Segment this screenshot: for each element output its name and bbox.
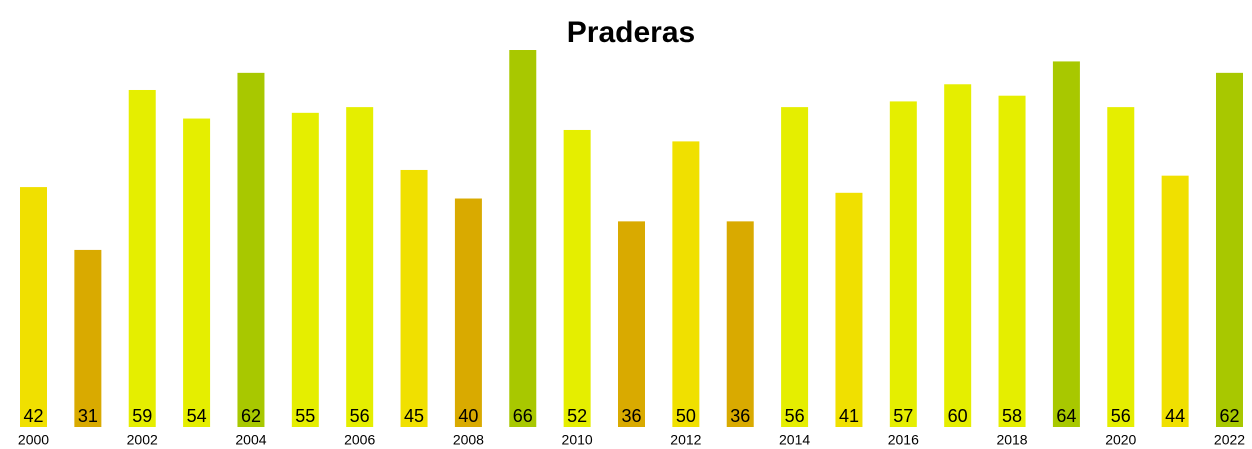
value-label: 64 — [1056, 406, 1076, 426]
bar — [835, 192, 863, 427]
bar — [237, 72, 265, 428]
value-label: 56 — [785, 406, 805, 426]
x-tick-label: 2012 — [670, 432, 701, 448]
value-label: 52 — [567, 406, 587, 426]
value-label: 36 — [730, 406, 750, 426]
bar — [346, 107, 374, 427]
value-label: 42 — [23, 406, 43, 426]
bar — [672, 141, 700, 428]
bar — [998, 95, 1026, 428]
bar — [944, 84, 972, 427]
value-label: 56 — [350, 406, 370, 426]
value-label: 62 — [241, 406, 261, 426]
x-tick-label: 2020 — [1105, 432, 1136, 448]
bar — [20, 187, 47, 427]
value-label: 54 — [187, 406, 207, 426]
value-label: 66 — [513, 406, 533, 426]
value-label: 36 — [621, 406, 641, 426]
x-tick-label: 2014 — [779, 432, 810, 448]
x-tick-label: 2008 — [453, 432, 484, 448]
value-label: 40 — [458, 406, 478, 426]
value-label: 31 — [78, 406, 98, 426]
value-label: 44 — [1165, 406, 1185, 426]
bar — [1161, 175, 1189, 427]
bar — [726, 221, 754, 427]
bar — [1107, 107, 1135, 427]
x-tick-label: 2018 — [996, 432, 1027, 448]
value-label: 55 — [295, 406, 315, 426]
value-label: 45 — [404, 406, 424, 426]
x-tick-label: 2004 — [235, 432, 266, 448]
bar — [1216, 72, 1243, 428]
value-label: 58 — [1002, 406, 1022, 426]
bar — [128, 89, 156, 427]
x-tick-label: 2000 — [18, 432, 49, 448]
bar — [400, 169, 428, 428]
bar — [509, 50, 537, 427]
value-label: 62 — [1219, 406, 1239, 426]
x-tick-label: 2006 — [344, 432, 375, 448]
value-label: 50 — [676, 406, 696, 426]
bar — [618, 221, 645, 427]
bar — [563, 129, 591, 427]
value-label: 56 — [1111, 406, 1131, 426]
bar — [291, 112, 319, 427]
bar — [781, 107, 809, 427]
bar — [183, 118, 211, 427]
x-tick-label: 2022 — [1214, 432, 1245, 448]
x-tick-label: 2010 — [562, 432, 593, 448]
value-label: 60 — [948, 406, 968, 426]
bar — [1052, 61, 1080, 427]
x-tick-label: 2002 — [127, 432, 158, 448]
bar — [74, 249, 102, 427]
x-tick-label: 2016 — [888, 432, 919, 448]
bar — [454, 198, 482, 427]
chart-title: Praderas — [567, 16, 695, 49]
bar — [889, 101, 917, 427]
value-label: 59 — [132, 406, 152, 426]
value-label: 41 — [839, 406, 859, 426]
value-label: 57 — [893, 406, 913, 426]
